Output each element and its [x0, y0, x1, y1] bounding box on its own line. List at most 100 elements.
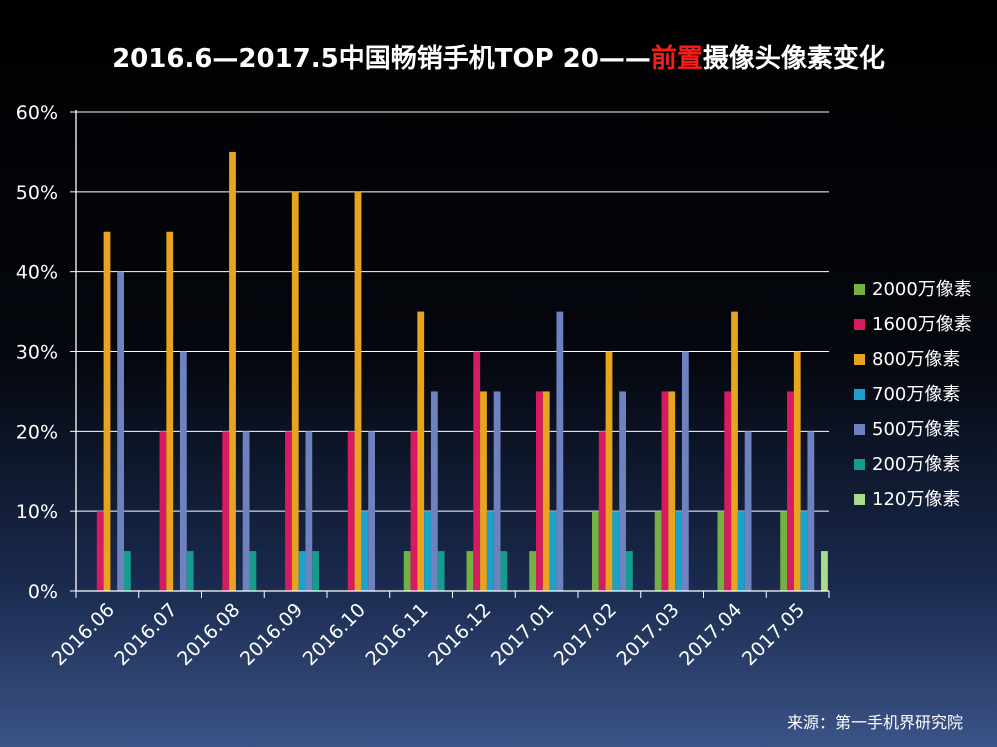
bar [549, 511, 557, 591]
y-tick-label: 0% [28, 581, 58, 603]
bar [430, 391, 438, 591]
bar [417, 311, 425, 591]
y-tick-label: 60% [16, 102, 58, 124]
legend-item: 120万像素 [854, 480, 972, 515]
bar [437, 551, 445, 591]
bar [285, 431, 292, 591]
legend-swatch [854, 319, 865, 330]
x-tick-label: 2016.08 [173, 599, 244, 670]
legend-item: 200万像素 [854, 445, 972, 480]
legend-label: 1600万像素 [872, 313, 972, 335]
bar [668, 391, 676, 591]
bar [291, 191, 299, 592]
x-tick-label: 2016.11 [362, 599, 433, 670]
bar [592, 511, 599, 591]
bar [312, 551, 320, 591]
bar [361, 511, 369, 591]
bar [744, 431, 752, 591]
source-note: 来源：第一手机界研究院 [786, 713, 963, 732]
bar [424, 511, 431, 591]
legend-swatch [854, 354, 865, 365]
bar [681, 351, 689, 591]
title-part1: 2016.6—2017.5中国畅销手机TOP 20—— [112, 44, 651, 74]
x-tick-label: 2016.12 [424, 599, 495, 670]
bar [347, 431, 355, 591]
legend-swatch [854, 494, 865, 505]
bar [486, 511, 494, 591]
bar [480, 391, 487, 591]
bar [542, 391, 550, 591]
bar [654, 511, 662, 591]
bar [249, 551, 257, 591]
bar [598, 431, 606, 591]
bar [626, 551, 633, 591]
y-tick-label: 50% [16, 182, 58, 204]
bar [242, 431, 250, 591]
bar [410, 431, 418, 591]
bar [737, 511, 745, 591]
bar [166, 231, 174, 591]
bar [466, 551, 474, 591]
bar [780, 511, 788, 591]
legend-item: 700万像素 [854, 375, 972, 410]
bar [793, 351, 801, 591]
bar [493, 391, 501, 591]
legend-item: 500万像素 [854, 410, 972, 445]
bar [619, 391, 626, 591]
bar [675, 511, 682, 591]
legend-label: 2000万像素 [872, 278, 972, 300]
legend-label: 800万像素 [872, 348, 961, 370]
bar [800, 511, 808, 591]
legend-swatch [854, 459, 865, 470]
bar [124, 551, 131, 591]
bar [536, 391, 543, 591]
bar [368, 431, 375, 591]
legend-label: 120万像素 [872, 488, 961, 510]
legend-swatch [854, 389, 865, 400]
x-tick-label: 2017.01 [487, 599, 558, 670]
x-tick-label: 2016.06 [48, 599, 119, 670]
bar [473, 351, 481, 591]
bar [556, 311, 564, 591]
bar [354, 191, 362, 592]
legend-item: 1600万像素 [854, 305, 972, 340]
bar [500, 551, 508, 591]
y-tick-label: 10% [16, 501, 58, 523]
bar [661, 391, 669, 591]
legend-label: 200万像素 [872, 453, 961, 475]
bar [305, 431, 313, 591]
bar [229, 151, 236, 591]
legend-swatch [854, 284, 865, 295]
legend-item: 800万像素 [854, 340, 972, 375]
x-tick-label: 2016.07 [111, 599, 182, 670]
y-tick-label: 30% [16, 342, 58, 364]
chart-legend: 2000万像素 1600万像素 800万像素 700万像素 500万像素 200万像素 12… [854, 270, 972, 515]
bar [821, 551, 828, 591]
x-tick-label: 2016.10 [299, 599, 370, 670]
bar [298, 551, 306, 591]
legend-label: 500万像素 [872, 418, 961, 440]
bar [403, 551, 411, 591]
legend-item: 2000万像素 [854, 270, 972, 305]
x-tick-label: 2016.09 [236, 599, 307, 670]
bar [529, 551, 537, 591]
x-tick-label: 2017.03 [613, 599, 684, 670]
legend-swatch [854, 424, 865, 435]
bar [103, 231, 111, 591]
bar [612, 511, 620, 591]
title-highlight: 前置 [650, 44, 703, 74]
bar [731, 311, 738, 591]
bar [96, 511, 104, 591]
title-part2: 摄像头像素变化 [702, 44, 885, 74]
legend-label: 700万像素 [872, 383, 961, 405]
y-tick-label: 20% [16, 421, 58, 443]
x-tick-label: 2017.02 [550, 599, 621, 670]
bar [186, 551, 194, 591]
y-tick-label: 40% [16, 262, 58, 284]
bar [159, 431, 167, 591]
bar [787, 391, 794, 591]
x-tick-label: 2017.05 [738, 599, 809, 670]
bar [605, 351, 613, 591]
x-tick-label: 2017.04 [675, 599, 746, 670]
